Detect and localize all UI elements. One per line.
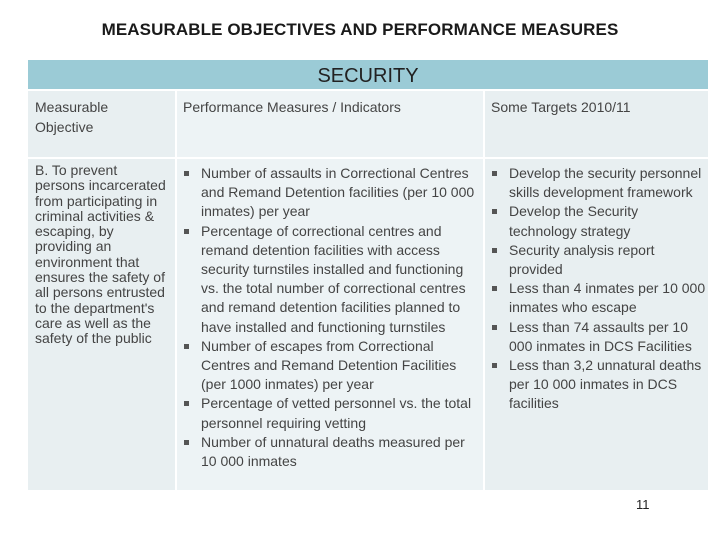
measures-cell: Number of assaults in Correctional Centr… xyxy=(177,159,485,492)
list-item: Number of escapes from Correctional Cent… xyxy=(183,337,481,395)
targets-list: Develop the security personnel skills de… xyxy=(485,159,708,414)
page-title: MEASURABLE OBJECTIVES AND PERFORMANCE ME… xyxy=(101,20,619,39)
header-targets: Some Targets 2010/11 xyxy=(485,91,708,159)
list-item: Less than 4 inmates per 10 000 inmates w… xyxy=(491,279,706,317)
list-item: Security analysis report provided xyxy=(491,241,706,279)
targets-cell: Develop the security personnel skills de… xyxy=(485,159,708,492)
page-number: 11 xyxy=(636,497,650,512)
list-item: Less than 74 assaults per 10 000 inmates… xyxy=(491,318,706,356)
list-item: Less than 3,2 unnatural deaths per 10 00… xyxy=(491,356,706,414)
objective-text: B. To prevent persons incarcerated from … xyxy=(28,159,177,492)
header-measures: Performance Measures / Indicators xyxy=(177,91,485,159)
section-heading: SECURITY xyxy=(28,58,708,91)
measures-list: Number of assaults in Correctional Centr… xyxy=(177,159,483,471)
list-item: Number of assaults in Correctional Centr… xyxy=(183,164,481,222)
list-item: Number of unnatural deaths measured per … xyxy=(183,433,481,471)
list-item: Percentage of vetted personnel vs. the t… xyxy=(183,394,481,432)
objectives-table: Measurable Objective Performance Measure… xyxy=(28,91,708,492)
header-objective: Measurable Objective xyxy=(28,91,177,159)
list-item: Develop the security personnel skills de… xyxy=(491,164,706,202)
list-item: Percentage of correctional centres and r… xyxy=(183,222,481,337)
list-item: Develop the Security technology strategy xyxy=(491,202,706,240)
